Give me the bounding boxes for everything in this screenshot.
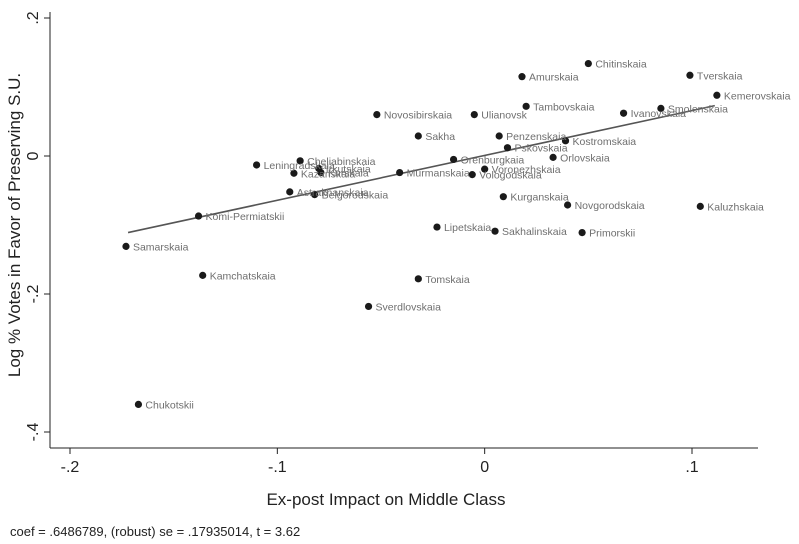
- point-label: Sverdlovskaia: [376, 301, 442, 313]
- data-point: [134, 400, 143, 408]
- point-label: Novosibirskaia: [384, 110, 452, 122]
- data-point: [470, 111, 478, 119]
- data-point: [495, 132, 503, 140]
- data-point: [311, 191, 319, 199]
- regression-footnote: coef = .6486789, (robust) se = .17935014…: [10, 524, 301, 539]
- data-point: [481, 165, 489, 173]
- point-label: Amurskaia: [529, 72, 579, 84]
- ticks-group: -.2 -.1 0 .1 -.4 -.2 0 .2: [25, 11, 699, 476]
- y-axis-title: Log % Votes in Favor of Preserving S.U.: [5, 73, 24, 377]
- data-point: [414, 132, 422, 140]
- point-label: Tomskaia: [425, 274, 470, 286]
- point-labels-group: Chukotskii Samarskaia Kamchatskaia Komi-Per…: [133, 59, 791, 412]
- point-label: Penzenskaia: [506, 131, 566, 143]
- data-point: [199, 271, 207, 279]
- point-label: Cheliabinskaia: [307, 156, 375, 168]
- point-label: Kemerovskaia: [724, 90, 791, 102]
- data-point: [584, 59, 592, 68]
- point-label: Astrakhanskaia: [297, 187, 369, 199]
- point-label: Voronezhskaia: [492, 164, 561, 176]
- point-label: Kaluzhskaia: [707, 201, 764, 213]
- y-tick-label: -.4: [25, 423, 42, 442]
- data-point: [561, 137, 570, 145]
- point-label: Ulianovsk: [481, 110, 527, 122]
- x-tick-label: 0: [480, 459, 489, 476]
- point-label: Smolenskaia: [668, 103, 728, 115]
- y-tick-label: -.2: [25, 285, 42, 304]
- data-point: [449, 155, 458, 164]
- point-label: Samarskaia: [133, 241, 189, 253]
- point-label: Kurganskaia: [510, 192, 569, 204]
- y-tick-label: 0: [25, 151, 42, 160]
- data-point: [619, 109, 628, 117]
- data-point: [657, 104, 665, 112]
- data-point: [499, 193, 507, 201]
- data-point: [122, 242, 130, 250]
- x-tick-label: .1: [685, 459, 698, 476]
- data-point: [522, 102, 530, 110]
- x-tick-label: -.2: [61, 459, 80, 476]
- point-label: Chukotskii: [145, 399, 193, 411]
- point-label: Chitinskaia: [595, 59, 647, 71]
- point-label: Ivanovskaia: [631, 108, 687, 120]
- data-point: [696, 202, 704, 210]
- axes-frame: [49, 12, 758, 449]
- data-point: [253, 161, 261, 169]
- fit-line-group: [127, 104, 715, 234]
- x-tick-label: -.1: [268, 459, 287, 476]
- x-axis-title: Ex-post Impact on Middle Class: [266, 490, 505, 509]
- point-label: Vologodskaia: [479, 170, 542, 182]
- data-point: [414, 275, 422, 283]
- point-label: Lipetskaia: [444, 222, 491, 234]
- point-label: Novgorodskaia: [575, 200, 645, 212]
- data-point: [364, 302, 373, 311]
- point-label: Kostromskaia: [573, 136, 637, 148]
- data-point: [491, 227, 499, 235]
- point-label: Komi-Permiatskii: [206, 211, 285, 223]
- point-label: Irkutskaia: [326, 163, 371, 175]
- data-point: [503, 144, 512, 152]
- y-tick-label: .2: [25, 11, 42, 24]
- data-point: [286, 188, 294, 196]
- data-point: [373, 111, 381, 119]
- fit-line: [127, 104, 715, 234]
- point-label: Kazanskaia: [301, 168, 355, 180]
- point-label: Pskovskaia: [514, 143, 567, 155]
- data-point: [468, 171, 476, 179]
- data-point: [317, 168, 325, 177]
- data-point: [564, 201, 572, 209]
- point-label: Tverskaia: [697, 70, 743, 82]
- point-label: Kurskaia: [328, 168, 369, 180]
- points-group: [122, 59, 721, 408]
- point-label: Murmanskaia: [407, 168, 470, 180]
- point-label: Primorskii: [589, 228, 635, 240]
- data-point: [713, 91, 721, 99]
- point-label: Leningradskaia: [264, 160, 335, 172]
- point-label: Orlovskaia: [560, 152, 610, 164]
- point-label: Sakha: [425, 131, 455, 143]
- data-point: [686, 71, 694, 79]
- data-point: [290, 169, 298, 177]
- data-point: [194, 212, 203, 220]
- data-point: [578, 228, 586, 237]
- point-label: Tambovskaia: [533, 101, 594, 113]
- data-point: [549, 153, 557, 161]
- data-point: [518, 73, 526, 81]
- point-label: Kamchatskaia: [210, 270, 276, 282]
- point-label: Sakhalinskaia: [502, 226, 567, 238]
- point-label: Belgorodskaia: [322, 190, 389, 202]
- data-point: [296, 157, 304, 165]
- point-label: Orenburgkaia: [461, 154, 525, 166]
- data-point: [396, 168, 404, 177]
- data-point: [433, 223, 441, 231]
